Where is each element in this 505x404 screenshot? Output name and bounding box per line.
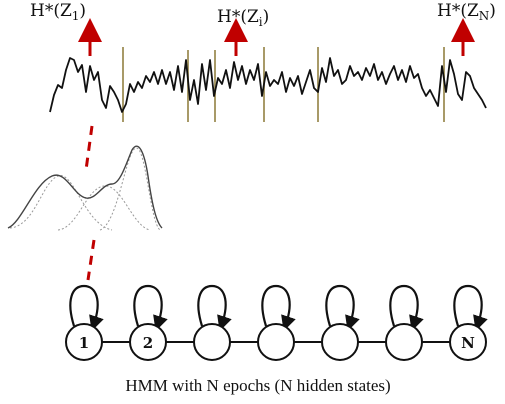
state-circle: [129, 323, 167, 361]
signal-trace: [49, 57, 487, 113]
self-loop-icon: [69, 284, 104, 332]
gaussian-mixture-curve: [7, 145, 163, 229]
self-loop-icon: [325, 284, 360, 332]
hmm-state-N: N: [449, 284, 488, 361]
gaussian-component: [57, 185, 151, 231]
state-label: N: [461, 334, 475, 352]
self-loop-icon: [261, 284, 296, 332]
hmm-state-3: [193, 284, 232, 361]
hmm-state-1: 1: [65, 284, 104, 361]
self-loop-icon: [389, 284, 424, 332]
state-circle: [193, 323, 231, 361]
self-loop-icon: [197, 284, 232, 332]
gaussian-mixture: [7, 145, 163, 231]
top-label-N: H*(ZN): [437, 1, 496, 23]
state-circle: [65, 323, 103, 361]
top-label-1-sub: 1: [72, 9, 80, 23]
self-loop-icon: [133, 284, 168, 332]
epoch-dividers: [122, 47, 445, 122]
hmm-state-2: 2: [129, 284, 168, 361]
state-circle: [257, 323, 295, 361]
state-circle: [449, 323, 487, 361]
gaussian-component: [99, 147, 161, 231]
state-label: 1: [79, 334, 89, 352]
top-label-1: H*(Z1): [30, 1, 86, 23]
hmm-state-5: [321, 284, 360, 361]
state-label: 2: [143, 334, 153, 352]
diagram-caption: HMM with N epochs (N hidden states): [125, 376, 390, 395]
gaussian-component: [9, 175, 113, 231]
state-circle: [321, 323, 359, 361]
dashed-connector-upper: [84, 125, 94, 171]
top-label-i: H*(Zi): [217, 7, 269, 29]
hmm-state-6: [385, 284, 424, 361]
self-loop-icon: [453, 284, 488, 332]
hmm-state-4: [257, 284, 296, 361]
top-label-i-sub: i: [259, 15, 263, 29]
top-label-N-sub: N: [479, 9, 490, 23]
dashed-connector-lower: [86, 239, 96, 281]
state-circle: [385, 323, 423, 361]
